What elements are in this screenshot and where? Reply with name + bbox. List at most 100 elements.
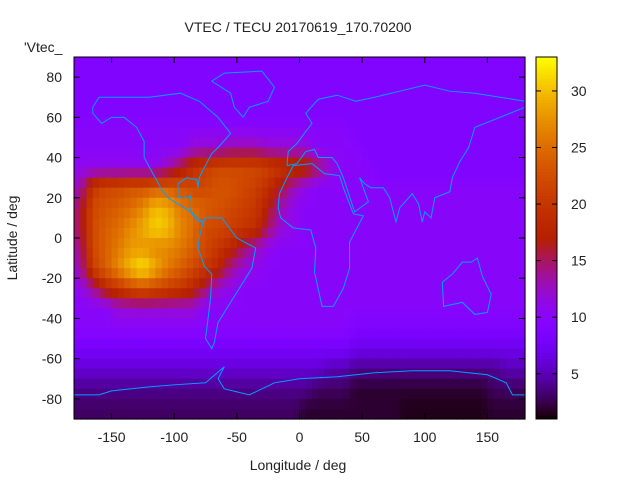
heatmap-cell — [149, 217, 157, 229]
heatmap-cell — [474, 288, 482, 299]
heatmap-cell — [424, 87, 432, 98]
heatmap-cell — [506, 207, 514, 219]
heatmap-cell — [186, 358, 194, 370]
heatmap-cell — [99, 368, 106, 380]
heatmap-cell — [474, 258, 482, 269]
heatmap-cell — [299, 77, 307, 88]
heatmap-cell — [105, 238, 113, 249]
heatmap-cell — [142, 227, 150, 239]
heatmap-cell — [130, 368, 138, 380]
heatmap-cell — [481, 217, 489, 229]
heatmap-cell — [330, 187, 338, 199]
heatmap-cell — [443, 388, 451, 400]
heatmap-cell — [186, 398, 194, 410]
heatmap-cell — [412, 258, 420, 269]
heatmap-cell — [518, 268, 526, 279]
heatmap-cell — [224, 187, 232, 199]
heatmap-cell — [136, 398, 144, 410]
heatmap-cell — [274, 308, 282, 320]
colorbar-segment — [536, 135, 557, 139]
heatmap-cell — [249, 207, 257, 219]
heatmap-cell — [362, 238, 370, 249]
heatmap-cell — [412, 388, 420, 400]
heatmap-cell — [474, 358, 482, 370]
heatmap-cell — [405, 248, 413, 259]
heatmap-cell — [99, 167, 106, 179]
heatmap-cell — [312, 77, 319, 88]
heatmap-cell — [305, 398, 313, 410]
heatmap-cell — [312, 187, 319, 199]
heatmap-cell — [318, 167, 326, 179]
heatmap-cell — [499, 318, 507, 330]
heatmap-cell — [305, 318, 313, 330]
heatmap-cell — [343, 298, 351, 309]
heatmap-cell — [418, 248, 426, 259]
heatmap-cell — [218, 87, 225, 98]
colorbar-segment — [536, 412, 557, 417]
heatmap-cell — [318, 338, 326, 350]
heatmap-cell — [393, 137, 401, 149]
heatmap-cell — [512, 147, 520, 159]
heatmap-cell — [474, 348, 482, 360]
heatmap-cell — [499, 298, 507, 309]
heatmap-cell — [493, 408, 501, 420]
heatmap-cell — [437, 77, 445, 88]
heatmap-cell — [286, 288, 294, 299]
heatmap-cell — [330, 368, 338, 380]
heatmap-cell — [418, 227, 426, 239]
heatmap-cell — [205, 167, 213, 179]
heatmap-cell — [412, 67, 420, 78]
heatmap-cell — [330, 378, 338, 390]
colorbar-tick-label: 30 — [571, 83, 587, 99]
heatmap-cell — [380, 328, 388, 340]
heatmap-cell — [86, 227, 94, 239]
heatmap-cell — [405, 97, 413, 108]
heatmap-cell — [224, 288, 232, 299]
heatmap-cell — [280, 348, 288, 360]
heatmap-cell — [462, 278, 470, 289]
heatmap-cell — [92, 167, 100, 179]
heatmap-cell — [236, 258, 244, 269]
heatmap-cell — [318, 348, 326, 360]
heatmap-cell — [431, 388, 438, 400]
heatmap-cell — [337, 157, 344, 169]
heatmap-cell — [161, 207, 169, 219]
heatmap-cell — [105, 157, 113, 169]
heatmap-cell — [249, 137, 257, 149]
heatmap-cell — [374, 268, 382, 279]
heatmap-cell — [117, 177, 125, 189]
heatmap-cell — [218, 278, 225, 289]
heatmap-cell — [456, 258, 463, 269]
heatmap-cell — [493, 207, 501, 219]
heatmap-cell — [368, 268, 376, 279]
heatmap-cell — [449, 258, 457, 269]
heatmap-cell — [224, 137, 232, 149]
heatmap-cell — [186, 177, 194, 189]
heatmap-cell — [368, 87, 376, 98]
heatmap-cell — [117, 308, 125, 320]
heatmap-cell — [136, 238, 144, 249]
heatmap-cell — [368, 67, 376, 78]
heatmap-cell — [493, 318, 501, 330]
heatmap-cell — [86, 97, 94, 108]
heatmap-cell — [355, 117, 363, 128]
heatmap-cell — [249, 117, 257, 128]
heatmap-cell — [405, 107, 413, 118]
heatmap-cell — [155, 308, 163, 320]
heatmap-cell — [74, 177, 81, 189]
heatmap-cell — [236, 408, 244, 420]
heatmap-cell — [499, 127, 507, 139]
heatmap-cell — [249, 338, 257, 350]
heatmap-cell — [218, 207, 225, 219]
heatmap-cell — [468, 67, 476, 78]
heatmap-cell — [186, 157, 194, 169]
heatmap-cell — [299, 358, 307, 370]
heatmap-cell — [506, 348, 514, 360]
heatmap-cell — [193, 318, 200, 330]
heatmap-cell — [506, 137, 514, 149]
heatmap-cell — [305, 107, 313, 118]
heatmap-cell — [280, 408, 288, 420]
heatmap-cell — [236, 318, 244, 330]
colorbar-segment — [536, 391, 557, 396]
heatmap-cell — [418, 87, 426, 98]
